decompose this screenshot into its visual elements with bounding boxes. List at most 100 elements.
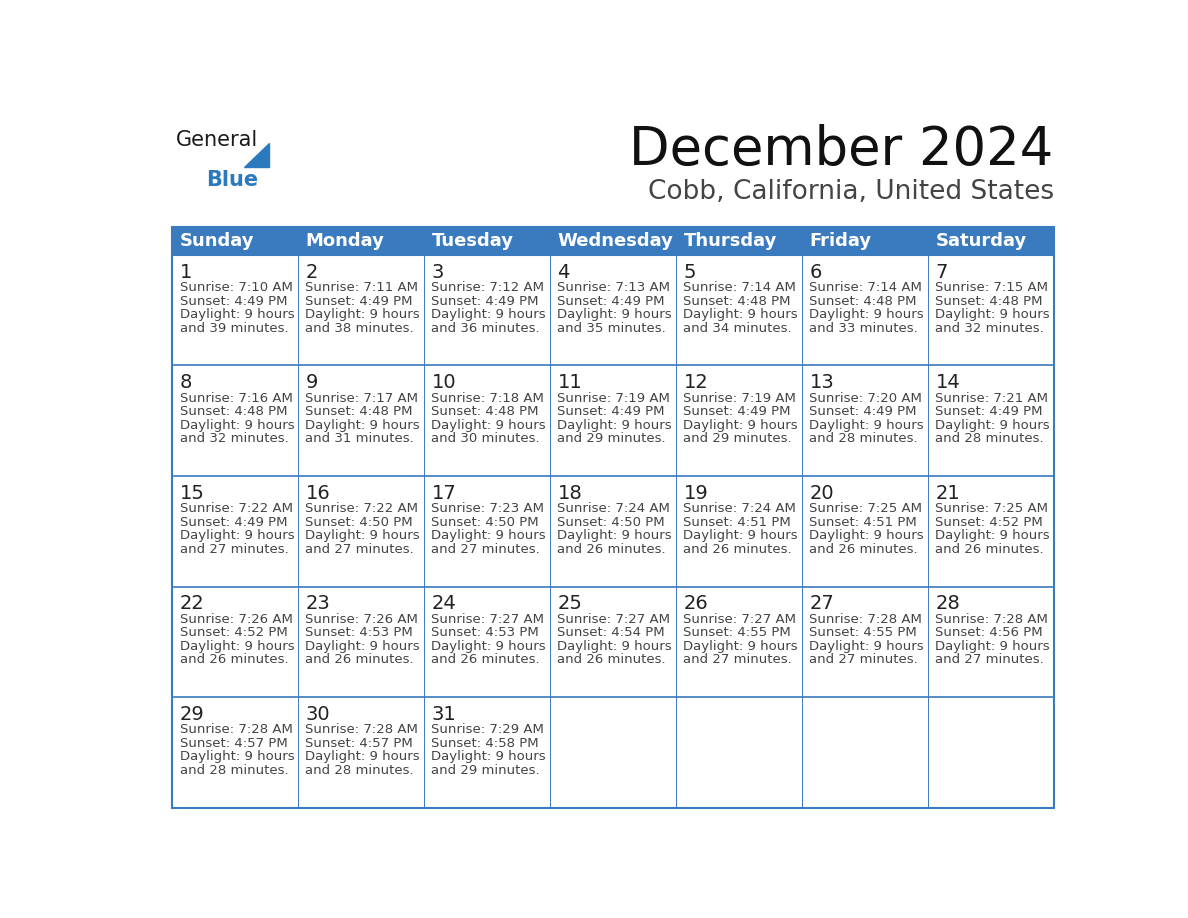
Bar <box>802 255 928 365</box>
Bar <box>172 227 298 255</box>
Text: and 26 minutes.: and 26 minutes. <box>179 654 289 666</box>
Text: Sunset: 4:54 PM: Sunset: 4:54 PM <box>557 626 665 639</box>
Text: Sunrise: 7:16 AM: Sunrise: 7:16 AM <box>179 392 292 405</box>
Text: 29: 29 <box>179 705 204 724</box>
Text: and 28 minutes.: and 28 minutes. <box>935 432 1044 445</box>
Text: Daylight: 9 hours: Daylight: 9 hours <box>809 308 924 321</box>
Bar <box>298 255 424 365</box>
Text: and 27 minutes.: and 27 minutes. <box>935 654 1044 666</box>
Text: Sunrise: 7:14 AM: Sunrise: 7:14 AM <box>809 281 922 294</box>
Text: Daylight: 9 hours: Daylight: 9 hours <box>935 419 1050 431</box>
Text: Daylight: 9 hours: Daylight: 9 hours <box>305 529 421 543</box>
Text: and 34 minutes.: and 34 minutes. <box>683 321 792 334</box>
Bar <box>802 227 928 255</box>
Text: Sunrise: 7:17 AM: Sunrise: 7:17 AM <box>305 392 418 405</box>
Bar <box>676 697 802 808</box>
Text: Daylight: 9 hours: Daylight: 9 hours <box>683 419 798 431</box>
Text: Daylight: 9 hours: Daylight: 9 hours <box>557 640 672 653</box>
Text: Sunrise: 7:28 AM: Sunrise: 7:28 AM <box>305 723 418 736</box>
Polygon shape <box>244 142 268 167</box>
Text: Daylight: 9 hours: Daylight: 9 hours <box>305 750 421 764</box>
Text: Sunrise: 7:25 AM: Sunrise: 7:25 AM <box>809 502 922 515</box>
Text: and 35 minutes.: and 35 minutes. <box>557 321 666 334</box>
Text: Daylight: 9 hours: Daylight: 9 hours <box>935 640 1050 653</box>
Text: Cobb, California, United States: Cobb, California, United States <box>647 179 1054 206</box>
Bar <box>802 365 928 476</box>
Text: December 2024: December 2024 <box>630 124 1054 176</box>
Text: Daylight: 9 hours: Daylight: 9 hours <box>431 750 546 764</box>
Text: Sunrise: 7:19 AM: Sunrise: 7:19 AM <box>557 392 670 405</box>
Text: Sunset: 4:55 PM: Sunset: 4:55 PM <box>809 626 917 639</box>
Text: 13: 13 <box>809 374 834 392</box>
Text: and 32 minutes.: and 32 minutes. <box>179 432 289 445</box>
Text: 15: 15 <box>179 484 204 503</box>
Text: Sunset: 4:48 PM: Sunset: 4:48 PM <box>431 405 539 418</box>
Text: and 29 minutes.: and 29 minutes. <box>557 432 666 445</box>
Text: Sunrise: 7:25 AM: Sunrise: 7:25 AM <box>935 502 1049 515</box>
Text: Sunrise: 7:14 AM: Sunrise: 7:14 AM <box>683 281 796 294</box>
Text: Daylight: 9 hours: Daylight: 9 hours <box>683 640 798 653</box>
Text: Daylight: 9 hours: Daylight: 9 hours <box>683 529 798 543</box>
Bar <box>928 227 1054 255</box>
Text: Sunset: 4:48 PM: Sunset: 4:48 PM <box>935 295 1043 308</box>
Bar <box>424 697 550 808</box>
Bar <box>676 587 802 697</box>
Text: Sunrise: 7:26 AM: Sunrise: 7:26 AM <box>179 613 292 626</box>
Text: and 28 minutes.: and 28 minutes. <box>179 764 289 777</box>
Text: 2: 2 <box>305 263 318 282</box>
Bar <box>928 476 1054 587</box>
Text: 20: 20 <box>809 484 834 503</box>
Text: Sunrise: 7:23 AM: Sunrise: 7:23 AM <box>431 502 544 515</box>
Text: 19: 19 <box>683 484 708 503</box>
Bar <box>550 255 676 365</box>
Text: Daylight: 9 hours: Daylight: 9 hours <box>809 640 924 653</box>
Text: Sunset: 4:49 PM: Sunset: 4:49 PM <box>305 295 413 308</box>
Bar <box>298 365 424 476</box>
Text: Sunset: 4:56 PM: Sunset: 4:56 PM <box>935 626 1043 639</box>
Text: Sunrise: 7:29 AM: Sunrise: 7:29 AM <box>431 723 544 736</box>
Text: Sunset: 4:50 PM: Sunset: 4:50 PM <box>557 516 665 529</box>
Text: and 30 minutes.: and 30 minutes. <box>431 432 541 445</box>
Text: Sunset: 4:49 PM: Sunset: 4:49 PM <box>557 295 665 308</box>
Text: and 27 minutes.: and 27 minutes. <box>179 543 289 555</box>
Text: Sunset: 4:58 PM: Sunset: 4:58 PM <box>431 737 539 750</box>
Bar <box>802 587 928 697</box>
Text: Sunset: 4:48 PM: Sunset: 4:48 PM <box>179 405 287 418</box>
Bar <box>802 476 928 587</box>
Bar <box>298 227 424 255</box>
Bar <box>928 697 1054 808</box>
Text: Sunrise: 7:11 AM: Sunrise: 7:11 AM <box>305 281 418 294</box>
Bar <box>550 227 676 255</box>
Text: 17: 17 <box>431 484 456 503</box>
Text: Sunset: 4:49 PM: Sunset: 4:49 PM <box>809 405 917 418</box>
Text: Daylight: 9 hours: Daylight: 9 hours <box>935 529 1050 543</box>
Text: Daylight: 9 hours: Daylight: 9 hours <box>179 640 295 653</box>
Bar <box>550 476 676 587</box>
Text: Sunday: Sunday <box>179 232 254 250</box>
Text: Sunrise: 7:22 AM: Sunrise: 7:22 AM <box>305 502 418 515</box>
Text: Sunrise: 7:13 AM: Sunrise: 7:13 AM <box>557 281 670 294</box>
Text: Friday: Friday <box>809 232 872 250</box>
Text: General: General <box>176 129 258 150</box>
Text: and 26 minutes.: and 26 minutes. <box>557 654 666 666</box>
Text: Sunset: 4:57 PM: Sunset: 4:57 PM <box>305 737 413 750</box>
Text: and 27 minutes.: and 27 minutes. <box>809 654 918 666</box>
Bar <box>928 587 1054 697</box>
Bar <box>172 227 1054 808</box>
Bar <box>424 587 550 697</box>
Text: and 39 minutes.: and 39 minutes. <box>179 321 289 334</box>
Text: Sunrise: 7:24 AM: Sunrise: 7:24 AM <box>557 502 670 515</box>
Bar <box>550 697 676 808</box>
Text: Blue: Blue <box>207 170 259 190</box>
Text: Sunrise: 7:28 AM: Sunrise: 7:28 AM <box>179 723 292 736</box>
Text: and 26 minutes.: and 26 minutes. <box>935 543 1044 555</box>
Text: Sunset: 4:53 PM: Sunset: 4:53 PM <box>431 626 539 639</box>
Bar <box>172 255 298 365</box>
Text: Sunrise: 7:15 AM: Sunrise: 7:15 AM <box>935 281 1049 294</box>
Text: 26: 26 <box>683 594 708 613</box>
Text: Sunset: 4:52 PM: Sunset: 4:52 PM <box>179 626 287 639</box>
Text: Sunset: 4:49 PM: Sunset: 4:49 PM <box>179 516 287 529</box>
Text: and 28 minutes.: and 28 minutes. <box>809 432 918 445</box>
Text: Sunset: 4:48 PM: Sunset: 4:48 PM <box>305 405 413 418</box>
Text: and 31 minutes.: and 31 minutes. <box>305 432 415 445</box>
